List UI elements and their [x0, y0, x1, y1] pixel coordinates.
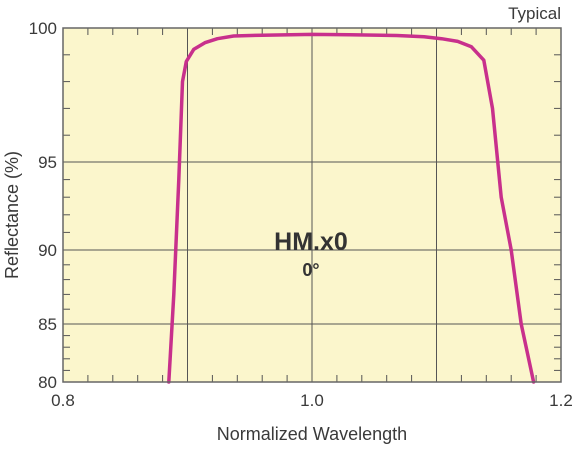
- corner-note: Typical: [508, 4, 561, 23]
- annotation-subtitle: 0°: [302, 260, 319, 280]
- y-tick-label: 95: [38, 153, 57, 172]
- x-axis-title: Normalized Wavelength: [217, 424, 407, 444]
- y-tick-label: 80: [38, 373, 57, 392]
- y-tick-label: 85: [38, 315, 57, 334]
- y-axis-title: Reflectance (%): [2, 151, 22, 279]
- grid: [63, 28, 561, 382]
- plot-frame: [62, 27, 562, 383]
- x-tick-label: 1.0: [300, 391, 324, 410]
- x-tick-label: 1.2: [549, 391, 573, 410]
- series-layer: [167, 32, 536, 384]
- x-tick-label: 0.8: [51, 391, 75, 410]
- tick-labels: 0.8 1.0 1.2 80 85 90 95 100: [29, 19, 573, 410]
- y-tick-label: 100: [29, 19, 57, 38]
- annotation-title: HM.x0: [274, 228, 348, 256]
- y-tick-label: 90: [38, 241, 57, 260]
- reflectance-curve: [167, 32, 536, 384]
